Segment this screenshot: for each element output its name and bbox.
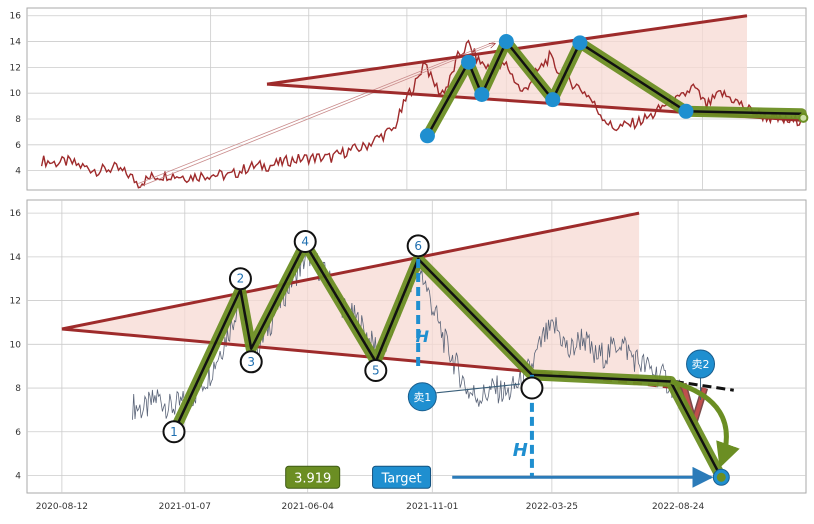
bottom-sell-marker-1 bbox=[407, 382, 437, 412]
bottom-y-tick-label: 14 bbox=[10, 253, 22, 263]
top-y-tick-label: 14 bbox=[10, 38, 22, 48]
bottom-target-value-label: 3.919 bbox=[294, 471, 331, 486]
bottom-pattern-label-4: 4 bbox=[301, 235, 309, 249]
bottom-h-label-1: H bbox=[416, 327, 430, 346]
bottom-y-tick-label: 10 bbox=[10, 340, 22, 350]
bottom-x-tick-label: 2022-03-25 bbox=[526, 502, 578, 512]
top-pivot-marker bbox=[419, 128, 435, 144]
top-price-line bbox=[40, 39, 803, 189]
top-y-tick-label: 4 bbox=[15, 167, 21, 177]
top-pivot-marker bbox=[461, 54, 477, 70]
bottom-x-tick-label: 2020-08-12 bbox=[36, 502, 88, 512]
bottom-x-tick-label: 2021-11-01 bbox=[406, 502, 458, 512]
top-y-tick-label: 6 bbox=[15, 141, 21, 151]
bottom-pattern-label-3: 3 bbox=[247, 355, 255, 369]
bottom-y-tick-label: 6 bbox=[15, 428, 21, 438]
bottom-x-tick-label: 2021-06-04 bbox=[282, 502, 335, 512]
bottom-pattern-point-5 bbox=[364, 359, 388, 383]
top-pivot-marker bbox=[545, 92, 561, 108]
top-y-tick-label: 8 bbox=[15, 115, 21, 125]
top-channel-arrow bbox=[140, 44, 495, 187]
bottom-x-tick-label: 2022-08-24 bbox=[652, 502, 705, 512]
bottom-projection-dashed bbox=[674, 380, 734, 392]
bottom-pattern-label-1: 1 bbox=[170, 425, 178, 439]
bottom-target-point-inner bbox=[716, 472, 726, 482]
bottom-sell1-leader bbox=[436, 383, 521, 394]
bottom-y-tick-label: 12 bbox=[10, 297, 21, 307]
top-y-tick-label: 10 bbox=[10, 89, 22, 99]
bottom-pattern-point-4 bbox=[293, 230, 317, 254]
bottom-target-label: Target bbox=[380, 471, 421, 486]
top-panel: 4 6 8 10 12 14 16 bbox=[10, 7, 809, 191]
top-y-tick-label: 12 bbox=[10, 63, 21, 73]
bottom-target-box bbox=[372, 465, 432, 489]
top-pivot-marker bbox=[678, 103, 694, 119]
bottom-pattern-point-7 bbox=[520, 376, 544, 400]
bottom-pattern-label-6: 6 bbox=[414, 239, 422, 253]
top-channel-line-a bbox=[138, 41, 496, 184]
bottom-sell-label-1: 卖1 bbox=[413, 391, 431, 404]
bottom-lower-trend-line bbox=[61, 327, 544, 375]
bottom-y-tick-label: 8 bbox=[15, 384, 21, 394]
bottom-h-label-2: H bbox=[513, 440, 528, 461]
bottom-sell-label-2: 卖2 bbox=[692, 358, 710, 371]
bottom-pattern-point-3 bbox=[239, 350, 263, 374]
bottom-sell-marker-2 bbox=[686, 349, 716, 379]
bottom-descent-curve bbox=[669, 379, 740, 468]
top-y-tick-label: 16 bbox=[10, 12, 22, 22]
bottom-upper-trend-line bbox=[61, 211, 640, 331]
bottom-y-tick-label: 4 bbox=[15, 472, 21, 482]
bottom-y-tick-label: 16 bbox=[10, 209, 22, 219]
bottom-pattern-point-2 bbox=[228, 267, 252, 291]
bottom-pattern-point-6 bbox=[406, 234, 430, 258]
top-end-marker bbox=[798, 112, 809, 123]
bottom-x-tick-label: 2021-01-07 bbox=[159, 502, 211, 512]
top-pivot-marker bbox=[474, 86, 490, 102]
bottom-pattern-label-2: 2 bbox=[237, 272, 245, 286]
top-pivot-marker bbox=[572, 35, 588, 51]
bottom-pattern-point-1 bbox=[162, 420, 186, 444]
top-pivot-marker bbox=[498, 34, 514, 50]
bottom-pattern-label-5: 5 bbox=[372, 364, 380, 378]
bottom-target-value-box bbox=[285, 465, 341, 489]
